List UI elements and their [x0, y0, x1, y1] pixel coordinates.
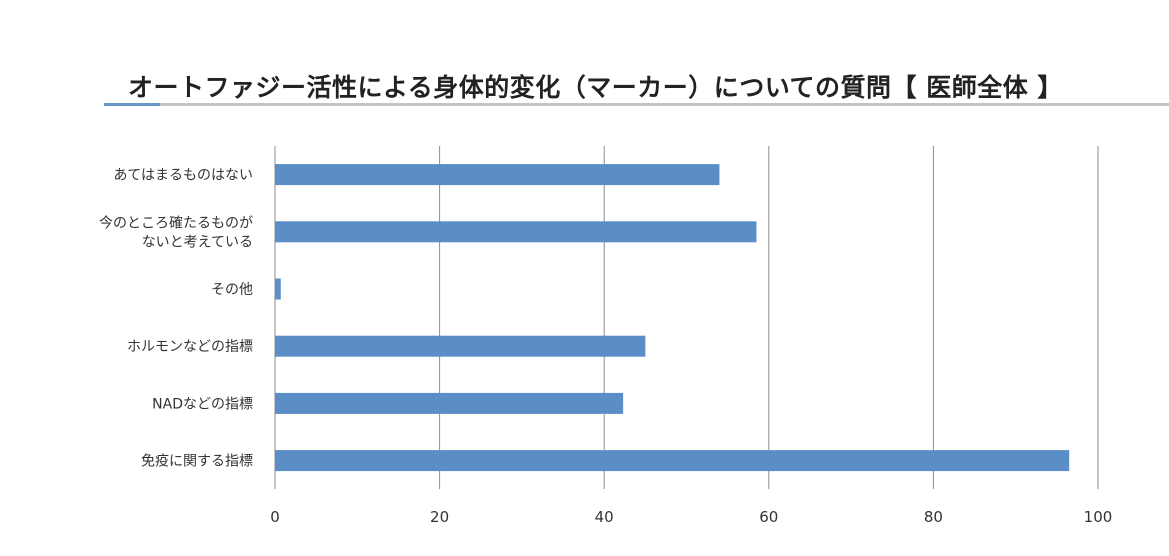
gridlines [274, 146, 1099, 489]
bar [275, 221, 757, 243]
chart-title: オートファジー活性による身体的変化（マーカー）についての質問【 医師全体 】 [128, 73, 1063, 102]
category-label: 免疫に関する指標 [141, 454, 253, 470]
category-label: 今のところ確たるものがないと考えている [99, 215, 253, 250]
x-tick-label: 100 [1084, 508, 1113, 526]
bar [275, 164, 720, 186]
x-tick-label: 60 [759, 508, 778, 526]
bar [275, 392, 624, 414]
category-label: ホルモンなどの指標 [127, 339, 253, 355]
title-underline-accent [104, 103, 160, 106]
x-tick-label: 80 [924, 508, 943, 526]
bar [275, 335, 646, 357]
x-tick-label: 20 [430, 508, 449, 526]
category-label: その他 [211, 282, 253, 298]
x-tick-labels: 0 20 40 60 80 100 [270, 508, 1112, 526]
x-tick-label: 40 [595, 508, 614, 526]
bars [275, 164, 1070, 472]
category-label: NADなどの指標 [152, 396, 253, 412]
bar [275, 450, 1070, 472]
category-labels: あてはまるものはない今のところ確たるものがないと考えているその他ホルモンなどの指… [99, 168, 253, 470]
category-label: あてはまるものはない [114, 168, 253, 184]
title-underline [104, 103, 1169, 106]
bar [275, 278, 281, 300]
x-tick-label: 0 [270, 508, 280, 526]
